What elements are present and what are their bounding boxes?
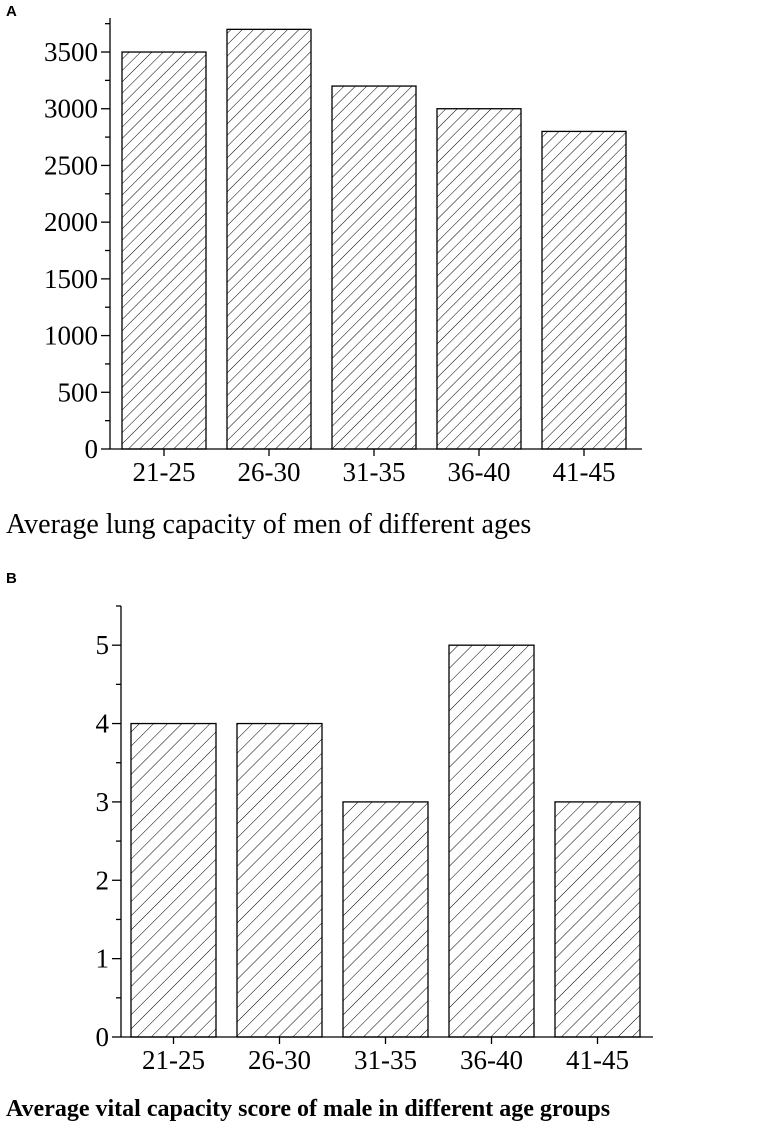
chart-panel-a: A 0 500 1000 1500 2000 2500 3000 3500 21-25 26-3…: [6, 3, 642, 540]
bar-b-36-40: [448, 644, 535, 1038]
bar-a-26-30: [226, 28, 312, 450]
panel-label-a: A: [6, 3, 17, 20]
x-tick-labels-b: 21-25 26-30 31-35 36-40 41-45: [142, 1037, 629, 1075]
x-tick-label: 26-30: [238, 457, 301, 487]
bar-a-21-25: [121, 51, 207, 450]
y-tick-label: 1000: [44, 321, 98, 351]
bar-a-36-40: [436, 108, 522, 450]
bar-b-41-45: [554, 801, 641, 1038]
y-tick-label: 2000: [44, 207, 98, 237]
x-tick-label: 36-40: [448, 457, 511, 487]
x-tick-label: 26-30: [248, 1045, 311, 1075]
y-tick-label: 5: [96, 630, 110, 660]
x-tick-labels-a: 21-25 26-30 31-35 36-40 41-45: [133, 449, 616, 487]
x-tick-label: 21-25: [133, 457, 196, 487]
y-tick-label: 1500: [44, 264, 98, 294]
y-tick-label: 0: [96, 1022, 110, 1052]
x-tick-label: 31-35: [354, 1045, 417, 1075]
x-tick-label: 36-40: [460, 1045, 523, 1075]
y-tick-label: 3000: [44, 94, 98, 124]
bar-a-31-35: [331, 85, 417, 450]
bar-b-21-25: [130, 722, 217, 1038]
bar-group-a: [121, 28, 627, 450]
chart-caption-b: Average vital capacity score of male in …: [6, 1096, 610, 1122]
x-tick-label: 21-25: [142, 1045, 205, 1075]
y-tick-label: 3500: [44, 37, 98, 67]
bar-b-31-35: [342, 801, 429, 1038]
x-tick-label: 41-45: [566, 1045, 629, 1075]
bar-a-41-45: [541, 130, 627, 450]
bar-group-b: [130, 644, 641, 1038]
y-tick-label: 2500: [44, 150, 98, 180]
y-tick-label: 4: [96, 709, 110, 739]
x-tick-label: 31-35: [343, 457, 406, 487]
x-tick-label: 41-45: [553, 457, 616, 487]
bar-b-26-30: [236, 722, 323, 1038]
y-tick-label: 0: [85, 434, 99, 464]
y-tick-label: 1: [96, 944, 110, 974]
y-axis-ticks-b: 0 1 2 3 4 5: [96, 605, 121, 1052]
y-axis-ticks-a: 0 500 1000 1500 2000 2500 3000 3500: [44, 23, 110, 464]
y-tick-label: 2: [96, 865, 110, 895]
chart-caption-a: Average lung capacity of men of differen…: [6, 509, 531, 540]
y-tick-label: 3: [96, 787, 110, 817]
y-tick-label: 500: [58, 377, 99, 407]
panel-label-b: B: [6, 570, 17, 587]
chart-panel-b: B 0 1 2 3 4 5 21-25 26-30 31-35 36-40 41-45 Avera…: [6, 570, 653, 1122]
